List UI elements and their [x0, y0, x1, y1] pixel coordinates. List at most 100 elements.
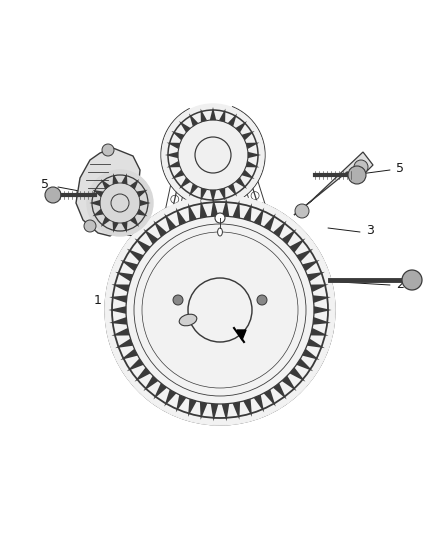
Polygon shape — [144, 376, 158, 391]
Polygon shape — [235, 177, 247, 189]
Polygon shape — [228, 183, 237, 197]
Circle shape — [105, 195, 335, 425]
Circle shape — [348, 166, 366, 184]
Polygon shape — [127, 249, 144, 262]
Polygon shape — [112, 284, 130, 292]
Polygon shape — [307, 338, 325, 348]
Text: 7: 7 — [126, 233, 134, 246]
Polygon shape — [243, 203, 252, 221]
Ellipse shape — [179, 314, 197, 326]
Polygon shape — [188, 399, 197, 417]
Polygon shape — [201, 188, 207, 201]
Polygon shape — [115, 272, 133, 281]
Polygon shape — [200, 402, 208, 420]
Circle shape — [215, 213, 225, 223]
Polygon shape — [113, 173, 119, 184]
Polygon shape — [92, 209, 103, 216]
Polygon shape — [311, 328, 328, 336]
Polygon shape — [313, 317, 331, 325]
Polygon shape — [302, 349, 320, 360]
Polygon shape — [130, 179, 139, 190]
Polygon shape — [210, 190, 216, 203]
Polygon shape — [166, 142, 180, 149]
Polygon shape — [290, 238, 305, 253]
Text: 1: 1 — [94, 294, 102, 306]
Polygon shape — [134, 238, 151, 253]
Polygon shape — [76, 148, 140, 236]
Polygon shape — [237, 330, 246, 340]
Polygon shape — [297, 249, 313, 262]
Text: 5: 5 — [41, 179, 49, 191]
Polygon shape — [297, 358, 313, 372]
Polygon shape — [242, 169, 254, 179]
Polygon shape — [121, 173, 127, 184]
Polygon shape — [101, 216, 110, 227]
Polygon shape — [219, 188, 226, 201]
Polygon shape — [179, 177, 191, 189]
Polygon shape — [246, 142, 259, 149]
Polygon shape — [189, 183, 198, 197]
Circle shape — [257, 295, 267, 305]
Text: 3: 3 — [366, 223, 374, 237]
Circle shape — [45, 187, 61, 203]
Polygon shape — [210, 107, 216, 120]
Polygon shape — [165, 152, 178, 158]
Polygon shape — [137, 209, 148, 216]
Circle shape — [111, 194, 129, 212]
Polygon shape — [211, 199, 219, 216]
Polygon shape — [176, 208, 186, 225]
Polygon shape — [222, 403, 229, 421]
Circle shape — [402, 270, 422, 290]
Polygon shape — [101, 179, 110, 190]
Polygon shape — [273, 221, 286, 237]
Polygon shape — [171, 131, 184, 140]
Polygon shape — [254, 208, 264, 225]
Polygon shape — [254, 395, 264, 413]
Polygon shape — [246, 161, 259, 167]
Polygon shape — [120, 349, 138, 360]
Polygon shape — [137, 190, 148, 197]
Circle shape — [87, 170, 153, 236]
Polygon shape — [121, 222, 127, 233]
Polygon shape — [115, 338, 133, 348]
Polygon shape — [282, 229, 297, 244]
Polygon shape — [127, 358, 144, 372]
Polygon shape — [243, 399, 252, 417]
Polygon shape — [134, 367, 151, 382]
Polygon shape — [176, 395, 186, 413]
Polygon shape — [313, 295, 331, 303]
Polygon shape — [140, 200, 151, 206]
Polygon shape — [311, 284, 328, 292]
Polygon shape — [109, 306, 126, 314]
Polygon shape — [211, 403, 219, 421]
Circle shape — [195, 137, 231, 173]
Polygon shape — [113, 222, 119, 233]
Circle shape — [354, 160, 368, 174]
Polygon shape — [153, 221, 167, 237]
Polygon shape — [109, 317, 127, 325]
Polygon shape — [264, 390, 276, 407]
Polygon shape — [164, 390, 177, 407]
Polygon shape — [166, 161, 180, 167]
Polygon shape — [201, 109, 207, 122]
Circle shape — [84, 220, 96, 232]
Circle shape — [162, 104, 264, 206]
Text: 6: 6 — [211, 114, 219, 126]
Circle shape — [295, 204, 309, 218]
Polygon shape — [109, 295, 127, 303]
Polygon shape — [188, 203, 197, 221]
Polygon shape — [314, 306, 332, 314]
Polygon shape — [248, 152, 261, 158]
Text: 5: 5 — [396, 161, 404, 174]
Polygon shape — [189, 114, 198, 126]
Polygon shape — [264, 213, 276, 231]
Polygon shape — [130, 216, 139, 227]
Polygon shape — [235, 121, 247, 133]
Polygon shape — [228, 114, 237, 126]
Polygon shape — [112, 328, 130, 336]
Text: 2: 2 — [396, 279, 404, 292]
Polygon shape — [219, 109, 226, 122]
Polygon shape — [164, 213, 177, 231]
Polygon shape — [302, 260, 320, 271]
Polygon shape — [120, 260, 138, 271]
